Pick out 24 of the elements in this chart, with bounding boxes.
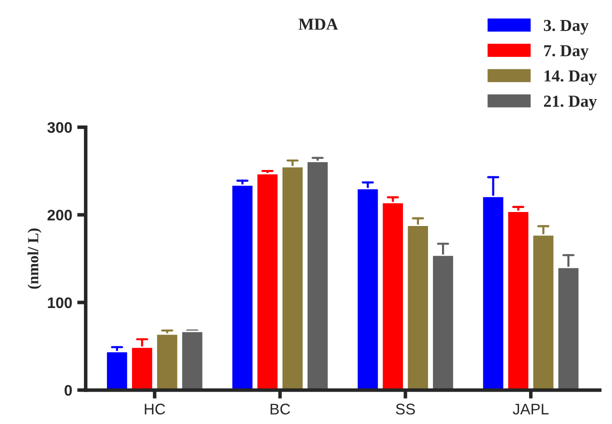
legend-label: 3. Day	[544, 20, 589, 35]
bar	[356, 188, 380, 390]
bar	[281, 166, 304, 390]
y-axis-title: (nmol/ L)	[28, 228, 42, 289]
legend-label: 14. Day	[544, 70, 597, 86]
bar	[381, 202, 404, 390]
legend-label: 7. Day	[544, 45, 589, 60]
x-tick-label: SS	[396, 404, 415, 414]
y-tick-label: 200	[48, 210, 72, 221]
y-tick-label: 100	[48, 297, 72, 308]
x-tick-label: HC	[144, 404, 166, 414]
chart-title: MDA	[298, 18, 338, 30]
bar	[230, 184, 254, 390]
y-tick-label: 300	[47, 122, 72, 133]
x-tick-label: JAPL	[512, 404, 549, 414]
y-tick-label: 0	[64, 384, 72, 396]
bar	[306, 160, 330, 390]
bar	[506, 210, 530, 390]
bar	[180, 330, 204, 390]
bar	[156, 333, 179, 390]
bar	[106, 350, 129, 390]
bar	[256, 172, 279, 390]
legend-label: 21. Day	[544, 96, 597, 110]
x-tick-label: BC	[270, 404, 290, 414]
